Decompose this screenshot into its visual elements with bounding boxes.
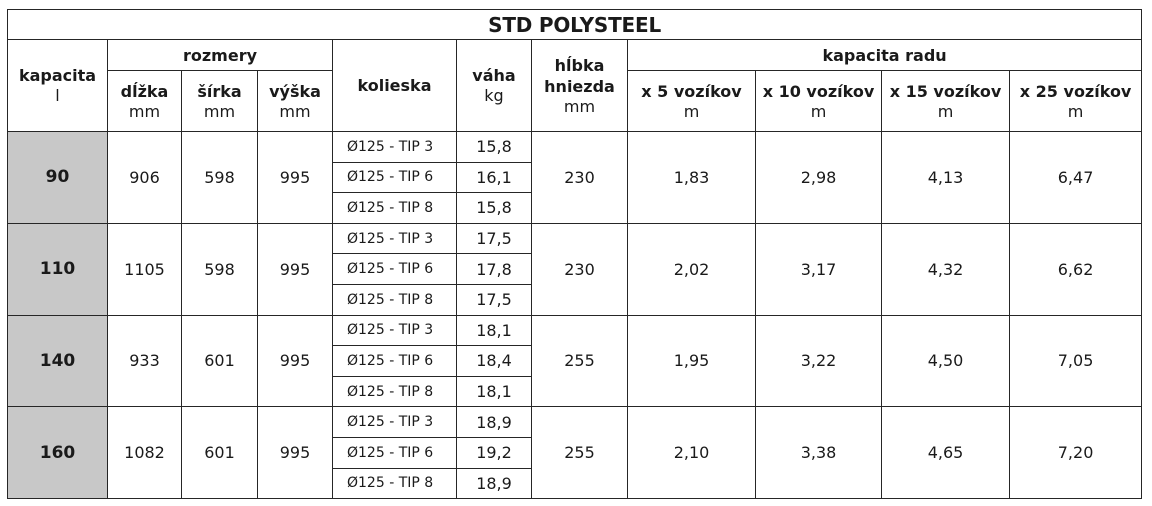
row-capacity-x25-cell: 7,05 — [1008, 314, 1143, 408]
width-cell: 601 — [181, 406, 258, 500]
weight-cell: 15,8 — [456, 192, 532, 224]
table-row: Ø125 - TIP 6 16,1 — [8, 161, 1142, 194]
row-capacity-x5-cell: 1,95 — [627, 314, 756, 408]
weight-cell: 15,8 — [456, 131, 532, 163]
table-row: Ø125 - TIP 6 19,2 — [8, 436, 1142, 469]
length-cell: 1082 — [107, 406, 182, 500]
header-kapacita-radu: kapacita radu — [626, 39, 1143, 71]
wheel-cell: Ø125 - TIP 8 — [332, 467, 457, 500]
header-vaha: váha kg — [456, 39, 532, 132]
row-capacity-x10-cell: 3,22 — [755, 314, 882, 408]
header-hlbka-hniezda: hĺbka hniezda mm — [531, 39, 628, 132]
capacity-cell: 160 — [7, 406, 108, 500]
height-cell: 995 — [257, 222, 333, 316]
weight-cell: 18,9 — [456, 406, 532, 438]
table-row: Ø125 - TIP 8 15,8 — [8, 192, 1142, 224]
row-capacity-x15-cell: 4,50 — [881, 314, 1010, 408]
weight-cell: 17,5 — [456, 222, 532, 255]
header-vyska: výška mm — [257, 70, 333, 132]
table-row: Ø125 - TIP 6 17,8 — [8, 253, 1142, 285]
header-x15: x 15 vozíkov m — [881, 70, 1010, 132]
weight-cell: 18,1 — [456, 314, 532, 347]
weight-cell: 18,9 — [456, 467, 532, 500]
table-row: 110 1105 598 995 Ø125 - TIP 3 17,5 230 2… — [7, 222, 1143, 316]
table-row: 160 1082 601 995 Ø125 - TIP 3 18,9 255 2… — [7, 406, 1143, 500]
spec-sheet: STD POLYSTEEL kapacita l rozmery koliesk… — [6, 9, 1143, 500]
table-row: Ø125 - TIP 6 18,4 — [8, 345, 1142, 377]
wheel-cell: Ø125 - TIP 3 — [332, 222, 457, 255]
length-cell: 933 — [107, 314, 182, 408]
header-rozmery: rozmery — [107, 39, 333, 71]
header-kolieska: kolieska — [332, 39, 457, 132]
header-x25: x 25 vozíkov m — [1008, 70, 1143, 132]
table-row: Ø125 - TIP 8 18,1 — [8, 375, 1142, 408]
wheel-cell: Ø125 - TIP 6 — [332, 161, 457, 194]
row-capacity-x25-cell: 7,20 — [1008, 406, 1143, 500]
nest-depth-cell: 255 — [531, 406, 628, 500]
row-capacity-x5-cell: 2,10 — [627, 406, 756, 500]
row-capacity-x25-cell: 6,47 — [1008, 131, 1143, 224]
height-cell: 995 — [257, 131, 333, 224]
weight-cell: 16,1 — [456, 161, 532, 194]
width-cell: 598 — [181, 222, 258, 316]
table-row: Ø125 - TIP 8 18,9 — [8, 467, 1142, 500]
length-cell: 906 — [107, 131, 182, 224]
row-capacity-x25-cell: 6,62 — [1008, 222, 1143, 316]
row-capacity-x5-cell: 2,02 — [627, 222, 756, 316]
wheel-cell: Ø125 - TIP 3 — [332, 406, 457, 438]
row-capacity-x15-cell: 4,65 — [881, 406, 1010, 500]
weight-cell: 19,2 — [456, 436, 532, 469]
header-x10: x 10 vozíkov m — [755, 70, 882, 132]
table-row: 140 933 601 995 Ø125 - TIP 3 18,1 255 1,… — [7, 314, 1143, 408]
wheel-cell: Ø125 - TIP 8 — [332, 283, 457, 316]
length-cell: 1105 — [107, 222, 182, 316]
nest-depth-cell: 230 — [531, 222, 628, 316]
capacity-cell: 140 — [7, 314, 108, 408]
wheel-cell: Ø125 - TIP 6 — [332, 253, 457, 285]
header-kapacita: kapacita l — [7, 39, 108, 132]
nest-depth-cell: 255 — [531, 314, 628, 408]
row-capacity-x5-cell: 1,83 — [627, 131, 756, 224]
wheel-cell: Ø125 - TIP 8 — [332, 192, 457, 224]
row-capacity-x10-cell: 2,98 — [755, 131, 882, 224]
wheel-cell: Ø125 - TIP 6 — [332, 436, 457, 469]
wheel-cell: Ø125 - TIP 3 — [332, 314, 457, 347]
weight-cell: 17,5 — [456, 283, 532, 316]
wheel-cell: Ø125 - TIP 3 — [332, 131, 457, 163]
table-row: Ø125 - TIP 8 17,5 — [8, 283, 1142, 316]
header-sirka: šírka mm — [181, 70, 258, 132]
capacity-cell: 110 — [7, 222, 108, 316]
weight-cell: 18,1 — [456, 375, 532, 408]
capacity-cell: 90 — [7, 131, 108, 224]
table-title: STD POLYSTEEL — [6, 9, 1143, 40]
width-cell: 601 — [181, 314, 258, 408]
weight-cell: 18,4 — [456, 345, 532, 377]
header-dlzka: dĺžka mm — [107, 70, 182, 132]
wheel-cell: Ø125 - TIP 8 — [332, 375, 457, 408]
table-row: 90 906 598 995 Ø125 - TIP 3 15,8 230 1,8… — [7, 131, 1143, 224]
row-capacity-x15-cell: 4,32 — [881, 222, 1010, 316]
height-cell: 995 — [257, 314, 333, 408]
wheel-cell: Ø125 - TIP 6 — [332, 345, 457, 377]
row-capacity-x10-cell: 3,38 — [755, 406, 882, 500]
spec-table: STD POLYSTEEL kapacita l rozmery koliesk… — [6, 9, 1143, 500]
header-x5: x 5 vozíkov m — [627, 70, 756, 132]
row-capacity-x10-cell: 3,17 — [755, 222, 882, 316]
nest-depth-cell: 230 — [531, 131, 628, 224]
weight-cell: 17,8 — [456, 253, 532, 285]
row-capacity-x15-cell: 4,13 — [881, 131, 1010, 224]
height-cell: 995 — [257, 406, 333, 500]
width-cell: 598 — [181, 131, 258, 224]
